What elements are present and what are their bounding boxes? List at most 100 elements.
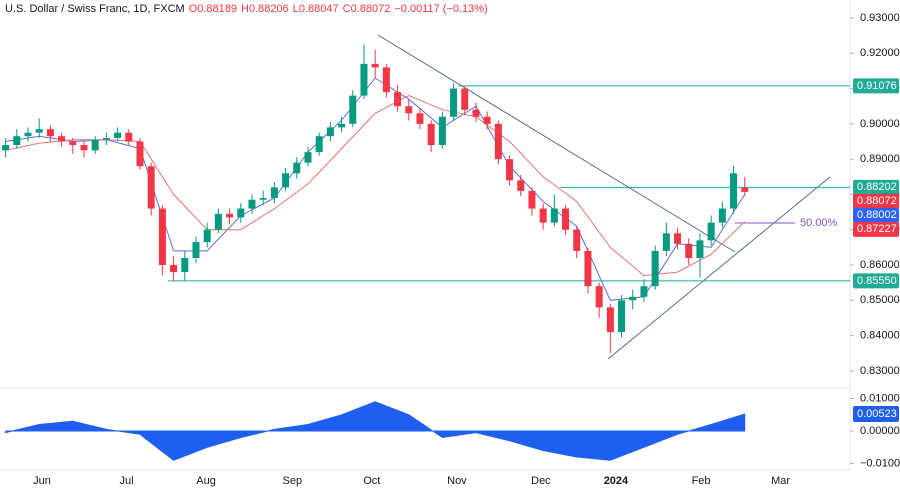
- symbol: U.S. Dollar / Swiss Franc, 1D, FXCM: [5, 3, 185, 15]
- candle-body: [662, 233, 670, 251]
- candle-body: [304, 152, 312, 163]
- y-tick-label: 0.83000: [860, 365, 900, 377]
- low: L0.88047: [292, 3, 339, 15]
- candle-body: [550, 208, 558, 223]
- candle-body: [472, 109, 480, 117]
- candle-body: [349, 95, 357, 124]
- x-tick-label: Dec: [531, 475, 551, 487]
- open: O0.88189: [188, 3, 238, 15]
- price-tag-label: 0.91076: [857, 80, 897, 92]
- candle-body: [562, 208, 570, 230]
- x-tick-label: Nov: [447, 475, 467, 487]
- price-tag-label: 0.87227: [857, 223, 897, 235]
- x-tick-label: Sep: [283, 475, 303, 487]
- x-tick-label: Mar: [771, 475, 790, 487]
- y-tick-label: 0.89000: [860, 153, 900, 165]
- candle-body: [13, 136, 21, 146]
- candle-body: [674, 233, 682, 244]
- candle-body: [438, 116, 446, 146]
- x-tick-label: Feb: [692, 475, 711, 487]
- candle-body: [338, 123, 346, 128]
- candle-body: [416, 113, 424, 124]
- x-tick-label: Aug: [196, 475, 216, 487]
- oscillator-area: [5, 401, 746, 461]
- y-tick-label: 0.93000: [860, 12, 900, 24]
- candle-body: [696, 240, 704, 258]
- candle-body: [293, 162, 301, 174]
- trend-line: [377, 34, 736, 253]
- candle-body: [326, 127, 334, 137]
- candle-body: [606, 307, 614, 333]
- candle-body: [640, 286, 648, 297]
- candle-body: [405, 106, 413, 114]
- candle-body: [114, 132, 122, 138]
- candle-body: [427, 123, 435, 146]
- candle-body: [270, 187, 278, 198]
- candle-body: [46, 129, 54, 137]
- candle-body: [506, 159, 514, 181]
- candle-body: [618, 300, 626, 333]
- price-tag: [853, 273, 899, 289]
- candle-body: [2, 145, 10, 151]
- price-tag: [853, 221, 899, 237]
- price-tag-label: 0.88072: [857, 195, 897, 207]
- candle-body: [394, 92, 402, 107]
- candle-body: [203, 229, 211, 243]
- candle-body: [136, 141, 144, 167]
- price-tag: [853, 193, 899, 209]
- candle-body: [315, 136, 323, 153]
- candle-body: [214, 213, 222, 230]
- candle-body: [707, 222, 715, 241]
- candle-body: [158, 208, 166, 266]
- candle-body: [58, 136, 66, 142]
- candle-body: [718, 208, 726, 223]
- candle-body: [382, 67, 390, 93]
- candle-body: [248, 199, 256, 209]
- moving-average: [5, 95, 746, 277]
- candle-body: [494, 123, 502, 160]
- candle-body: [539, 208, 547, 223]
- x-tick-label: Jun: [33, 475, 51, 487]
- candle-body: [35, 129, 43, 133]
- y-tick-label: 0.92000: [860, 47, 900, 59]
- candle-body: [170, 265, 178, 273]
- y-tick-label: 0.86000: [860, 259, 900, 271]
- candle-body: [629, 296, 637, 301]
- price-tag-label: 0.00523: [857, 408, 897, 420]
- candle-body: [651, 250, 659, 287]
- price-tag-label: 0.88002: [857, 209, 897, 221]
- candle-body: [685, 243, 693, 258]
- candle-body: [259, 197, 267, 200]
- candle-body: [730, 173, 738, 209]
- candle-body: [147, 166, 155, 209]
- plot: 0.930000.920000.910000.900000.890000.880…: [2, 12, 900, 487]
- candle-body: [69, 141, 77, 146]
- change: −0.00117 (−0.13%): [394, 3, 488, 15]
- candle-body: [24, 132, 32, 137]
- price-tag: [853, 207, 899, 223]
- x-tick-label: 2024: [604, 475, 629, 487]
- price-tag: [853, 406, 899, 423]
- y-tick-label: 0.00000: [860, 425, 900, 437]
- candle-body: [573, 229, 581, 251]
- candle-body: [461, 88, 469, 110]
- candle-body: [91, 139, 99, 151]
- candle-body: [483, 116, 491, 124]
- x-tick-label: Oct: [363, 475, 380, 487]
- candle-body: [237, 208, 245, 218]
- close: C0.88072: [342, 3, 391, 15]
- x-tick-label: Jul: [120, 475, 134, 487]
- candle-body: [741, 187, 749, 192]
- candle-body: [181, 257, 189, 273]
- y-tick-label: 0.01000: [860, 392, 900, 404]
- candle-body: [360, 63, 368, 96]
- candle-body: [282, 173, 290, 188]
- y-tick-label: 0.84000: [860, 330, 900, 342]
- candle-body: [80, 145, 88, 151]
- candle-body: [584, 250, 592, 287]
- candle-body: [517, 180, 525, 191]
- candle-body: [595, 286, 603, 308]
- candle-body: [371, 63, 379, 68]
